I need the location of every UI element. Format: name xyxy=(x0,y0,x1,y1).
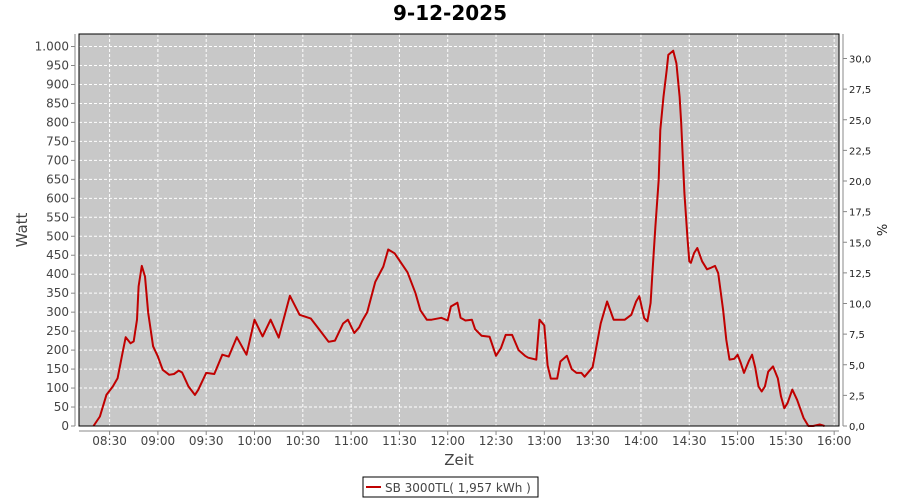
y-tick-label: 850 xyxy=(46,96,69,110)
y2-tick-label: 10,0 xyxy=(849,300,871,311)
x-tick-label: 13:30 xyxy=(575,434,610,448)
y-tick-label: 350 xyxy=(46,286,69,300)
y-axis-label: Watt xyxy=(13,212,31,247)
x-tick-label: 09:30 xyxy=(189,434,224,448)
legend: SB 3000TL( 1,957 kWh ) xyxy=(362,476,539,498)
y2-tick-label: 7,5 xyxy=(849,330,865,341)
y-tick-label: 750 xyxy=(46,134,69,148)
y-tick-label: 100 xyxy=(46,381,69,395)
grid xyxy=(79,34,839,426)
y-tick-label: 150 xyxy=(46,362,69,376)
x-tick-label: 12:00 xyxy=(430,434,465,448)
y2-tick-label: 25,0 xyxy=(849,116,871,127)
y-tick-label: 300 xyxy=(46,305,69,319)
x-tick-label: 15:00 xyxy=(720,434,755,448)
x-tick-label: 16:00 xyxy=(817,434,852,448)
x-axis-label: Zeit xyxy=(444,451,474,469)
y-tick-label: 500 xyxy=(46,229,69,243)
y2-axis-label: % xyxy=(876,224,891,236)
x-tick-label: 15:30 xyxy=(769,434,804,448)
x-tick-label: 10:30 xyxy=(286,434,321,448)
y-tick-label: 550 xyxy=(46,210,69,224)
plot-area xyxy=(79,34,839,426)
x-tick-label: 08:30 xyxy=(92,434,127,448)
y-tick-label: 200 xyxy=(46,343,69,357)
y2-tick-label: 12,5 xyxy=(849,269,871,280)
y-tick-label: 650 xyxy=(46,172,69,186)
y-tick-label: 950 xyxy=(46,58,69,72)
x-tick-label: 10:00 xyxy=(237,434,272,448)
y-axis-ticks: 0 50 100 150 200 250 300 350 400 450 500 550 600 650 7… xyxy=(35,40,75,433)
y2-tick-label: 15,0 xyxy=(849,238,871,249)
y2-tick-label: 22,5 xyxy=(849,146,871,157)
y-tick-label: 250 xyxy=(46,324,69,338)
y-tick-label: 400 xyxy=(46,267,69,281)
y-tick-label: 800 xyxy=(46,115,69,129)
y2-tick-label: 5,0 xyxy=(849,361,865,372)
y2-tick-label: 0,0 xyxy=(849,422,865,433)
x-tick-label: 13:00 xyxy=(527,434,562,448)
y2-tick-label: 30,0 xyxy=(849,55,871,66)
y2-tick-label: 2,5 xyxy=(849,391,865,402)
y-tick-label: 600 xyxy=(46,191,69,205)
x-tick-label: 09:00 xyxy=(141,434,176,448)
y-tick-label: 450 xyxy=(46,248,69,262)
y-tick-label: 0 xyxy=(61,419,69,433)
y2-tick-label: 17,5 xyxy=(849,208,871,219)
x-tick-label: 14:30 xyxy=(672,434,707,448)
plot-border xyxy=(78,33,840,427)
y-tick-label: 50 xyxy=(54,400,69,414)
x-axis-ticks: 08:30 09:00 09:30 10:00 10:30 11:00 11:30 12:00… xyxy=(92,431,851,448)
series-line-sb3000tl xyxy=(92,49,825,427)
legend-label: SB 3000TL( 1,957 kWh ) xyxy=(385,481,531,495)
y2-tick-label: 20,0 xyxy=(849,177,871,188)
x-tick-label: 11:00 xyxy=(334,434,369,448)
chart-title: 9-12-2025 xyxy=(393,1,507,25)
x-tick-label: 11:30 xyxy=(382,434,417,448)
x-tick-label: 14:00 xyxy=(624,434,659,448)
y-tick-label: 1.000 xyxy=(35,40,69,54)
y-tick-label: 900 xyxy=(46,77,69,91)
y2-axis-ticks: 0,0 2,5 5,0 7,5 10,0 12,5 15,0 17,5 20,0 22,5 25,0… xyxy=(843,55,871,433)
x-tick-label: 12:30 xyxy=(479,434,514,448)
y2-tick-label: 27,5 xyxy=(849,85,871,96)
y-tick-label: 700 xyxy=(46,153,69,167)
